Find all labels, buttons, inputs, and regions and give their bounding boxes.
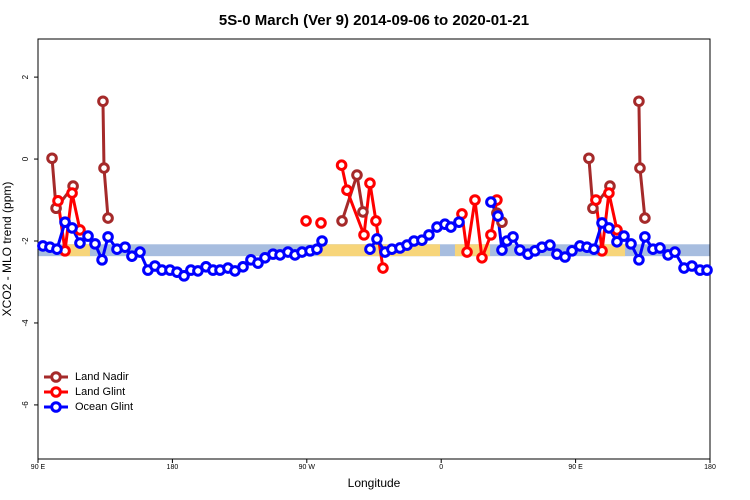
point bbox=[507, 231, 519, 243]
point bbox=[357, 206, 369, 218]
point bbox=[701, 264, 713, 276]
point bbox=[119, 241, 131, 253]
point bbox=[358, 229, 370, 241]
x-tick-label: 90 W bbox=[299, 464, 316, 471]
point bbox=[492, 210, 504, 222]
point bbox=[82, 230, 94, 242]
point bbox=[416, 234, 428, 246]
point bbox=[639, 231, 651, 243]
point bbox=[485, 196, 497, 208]
series-line bbox=[50, 101, 647, 223]
point bbox=[485, 229, 497, 241]
point bbox=[74, 237, 86, 249]
point bbox=[559, 251, 571, 263]
point bbox=[311, 243, 323, 256]
legend-label: Land Glint bbox=[75, 386, 125, 398]
point bbox=[96, 254, 108, 266]
point bbox=[669, 246, 681, 258]
point bbox=[453, 216, 465, 228]
point bbox=[583, 152, 595, 165]
chart-title: 5S-0 March (Ver 9) 2014-09-06 to 2020-01… bbox=[219, 12, 529, 29]
band-highlight bbox=[599, 244, 626, 257]
point bbox=[639, 212, 651, 224]
legend-label: Land Nadir bbox=[75, 371, 129, 383]
point bbox=[588, 243, 600, 256]
x-tick-label: 180 bbox=[704, 464, 716, 471]
point bbox=[46, 152, 58, 165]
point bbox=[544, 239, 556, 251]
point bbox=[316, 235, 328, 247]
point bbox=[496, 244, 508, 256]
point bbox=[469, 194, 481, 206]
point bbox=[66, 187, 78, 199]
point bbox=[590, 194, 602, 206]
point bbox=[336, 215, 348, 227]
point bbox=[611, 236, 623, 248]
point bbox=[89, 238, 101, 250]
point bbox=[59, 216, 71, 228]
point bbox=[634, 162, 646, 174]
plot-frame bbox=[37, 38, 711, 460]
point bbox=[445, 221, 457, 233]
point bbox=[618, 230, 630, 242]
point bbox=[461, 246, 473, 258]
point bbox=[371, 233, 383, 245]
y-tick-label: -2 bbox=[21, 237, 30, 245]
point bbox=[300, 215, 312, 227]
x-tick-label: 0 bbox=[439, 464, 443, 471]
legend-marker bbox=[50, 371, 62, 383]
point bbox=[633, 95, 645, 108]
point bbox=[566, 245, 578, 257]
point bbox=[178, 270, 190, 282]
point bbox=[102, 231, 114, 243]
point bbox=[476, 252, 488, 264]
point bbox=[351, 169, 363, 181]
point bbox=[603, 222, 615, 234]
point bbox=[377, 262, 389, 274]
legend-marker bbox=[50, 386, 62, 398]
point bbox=[625, 238, 637, 250]
point bbox=[341, 184, 353, 196]
point bbox=[97, 95, 109, 108]
point bbox=[603, 187, 615, 199]
y-tick-label: -4 bbox=[21, 319, 30, 327]
point bbox=[98, 162, 110, 174]
y-tick-label: -6 bbox=[21, 401, 30, 409]
legend-label: Ocean Glint bbox=[75, 401, 133, 413]
point bbox=[423, 229, 435, 241]
x-axis-label: Longitude bbox=[348, 476, 401, 490]
point bbox=[364, 243, 376, 256]
x-tick-label: 90 E bbox=[31, 464, 46, 471]
point bbox=[52, 195, 64, 207]
point bbox=[654, 242, 666, 254]
y-axis-label: XCO2 - MLO trend (ppm) bbox=[0, 182, 14, 317]
point bbox=[51, 243, 63, 256]
point bbox=[237, 261, 249, 273]
y-tick-label: 0 bbox=[21, 156, 30, 161]
band-highlight bbox=[64, 244, 90, 257]
point bbox=[66, 222, 78, 234]
y-tick-label: 2 bbox=[21, 74, 30, 79]
x-tick-label: 90 E bbox=[568, 464, 583, 471]
point bbox=[364, 177, 376, 190]
legend-marker bbox=[50, 401, 62, 413]
point bbox=[134, 246, 146, 258]
point bbox=[370, 215, 382, 227]
point bbox=[102, 212, 114, 224]
point bbox=[633, 254, 645, 266]
point bbox=[335, 159, 348, 172]
x-tick-label: 180 bbox=[167, 464, 179, 471]
point bbox=[252, 257, 264, 269]
point bbox=[315, 217, 327, 229]
